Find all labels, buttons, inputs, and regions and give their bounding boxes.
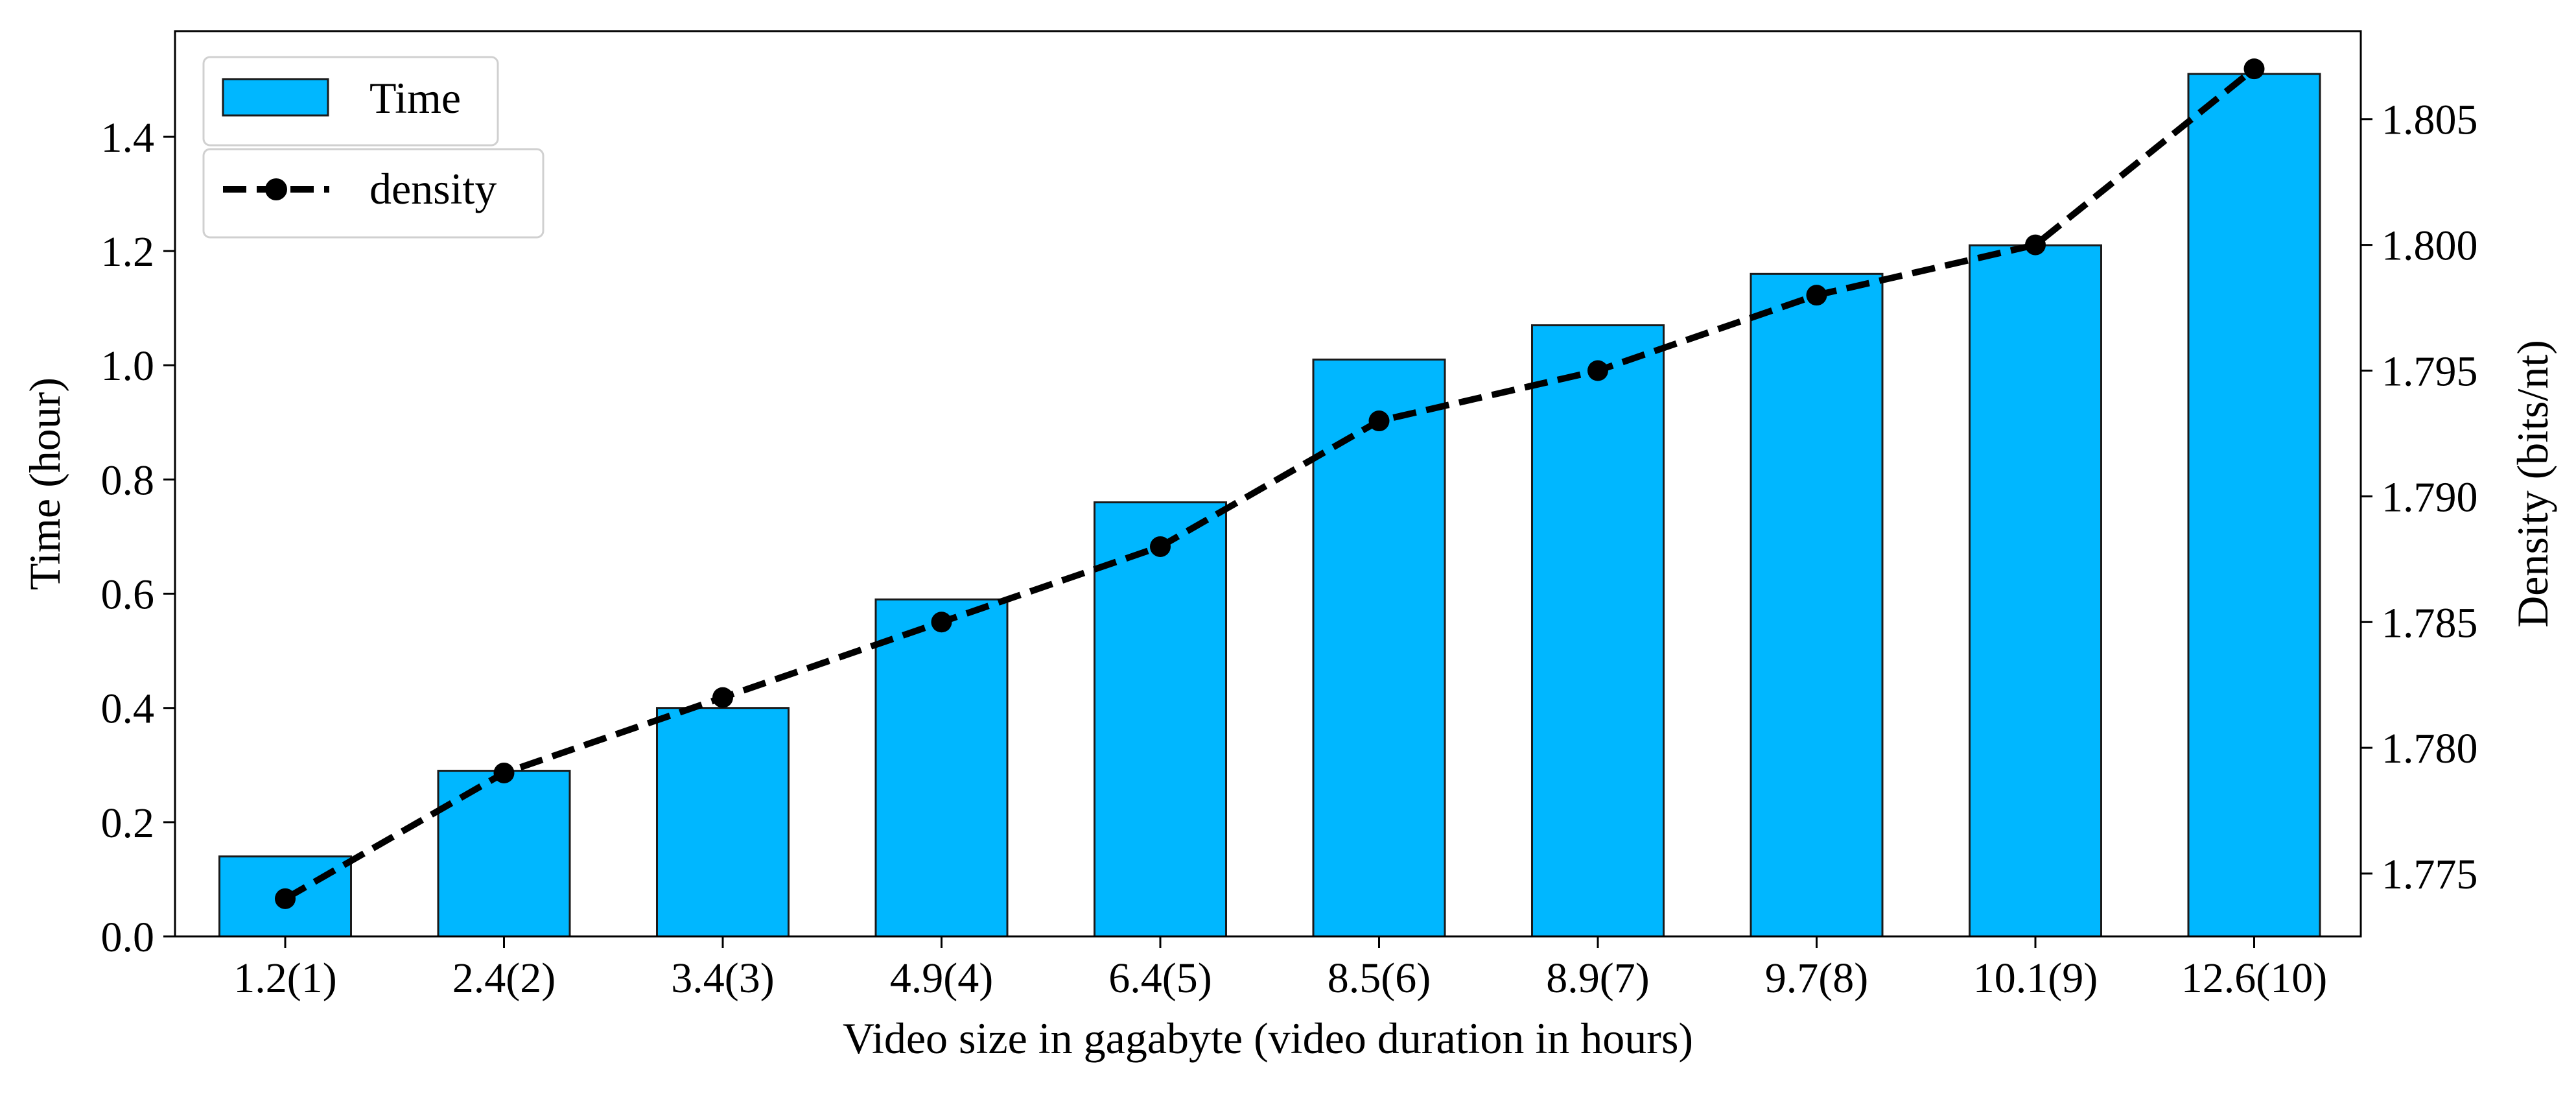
y-tick-label: 0.2 <box>101 800 155 847</box>
left-y-axis: 0.0 0.2 0.4 0.6 0.8 1.0 1.2 1.4 <box>101 114 175 961</box>
right-y-axis: 1.775 1.780 1.785 1.790 1.795 1.800 1.805 <box>2361 97 2478 898</box>
bar-time-9 <box>1969 244 2102 938</box>
y-tick-label: 1.2 <box>101 228 155 276</box>
density-point-4 <box>931 612 952 633</box>
y2-tick-label: 1.785 <box>2382 599 2478 647</box>
y2-tick-label: 1.790 <box>2382 473 2478 521</box>
x-tick-label: 2.4(2) <box>452 955 556 1002</box>
y-tick-label: 1.0 <box>101 342 155 390</box>
density-point-1 <box>275 888 296 909</box>
x-axis: 1.2(1) 2.4(2) 3.4(3) 4.9(4) 6.4(5) 8.5(6) 8.9(… <box>233 936 2327 1002</box>
y-tick-label: 0.8 <box>101 457 155 504</box>
bar-time-8 <box>1750 272 1884 938</box>
bar-time-10 <box>2187 73 2321 938</box>
density-line <box>283 66 2256 902</box>
legend-time-swatch <box>222 78 329 117</box>
legend-time-label: Time <box>369 73 461 123</box>
density-point-3 <box>712 687 733 708</box>
plot-frame <box>174 30 2362 938</box>
bar-time-7 <box>1531 324 1665 938</box>
density-point-7 <box>1587 360 1608 381</box>
x-tick-label: 8.9(7) <box>1546 955 1649 1002</box>
y2-tick-label: 1.775 <box>2382 851 2478 898</box>
density-line-layer <box>275 58 2265 909</box>
legend-density: density <box>202 148 544 239</box>
legend-density-label: density <box>369 164 497 213</box>
y2-tick-label: 1.805 <box>2382 97 2478 144</box>
legend-time: Time <box>202 56 499 147</box>
y-tick-label: 0.4 <box>101 685 155 733</box>
density-point-2 <box>493 762 515 783</box>
bar-time-4 <box>874 598 1009 938</box>
density-point-8 <box>1806 285 1827 306</box>
x-axis-label: Video size in gagabyte (video duration i… <box>843 1014 1693 1063</box>
legend-density-marker <box>265 178 287 200</box>
x-tick-label: 12.6(10) <box>2181 955 2327 1002</box>
density-point-9 <box>2025 234 2046 256</box>
x-tick-label: 6.4(5) <box>1108 955 1212 1002</box>
y-tick-label: 1.4 <box>101 114 155 161</box>
x-tick-label: 9.7(8) <box>1765 955 1868 1002</box>
x-tick-label: 10.1(9) <box>1973 955 2098 1002</box>
density-point-6 <box>1368 410 1390 432</box>
bars-layer <box>218 73 2321 938</box>
y-tick-label: 0.0 <box>101 914 155 961</box>
x-tick-label: 4.9(4) <box>890 955 993 1002</box>
y-axis-label: Time (hour) <box>20 377 69 590</box>
density-point-5 <box>1150 536 1171 557</box>
y2-tick-label: 1.800 <box>2382 222 2478 270</box>
y2-axis-label: Density (bits/nt) <box>2508 340 2557 628</box>
x-tick-label: 1.2(1) <box>233 955 336 1002</box>
x-tick-label: 3.4(3) <box>671 955 774 1002</box>
density-point-10 <box>2243 58 2265 80</box>
bar-time-2 <box>437 770 571 938</box>
x-tick-label: 8.5(6) <box>1328 955 1431 1002</box>
y2-tick-label: 1.795 <box>2382 348 2478 396</box>
bar-time-3 <box>656 707 790 938</box>
bar-time-5 <box>1094 501 1227 938</box>
y2-tick-label: 1.780 <box>2382 725 2478 772</box>
y-tick-label: 0.6 <box>101 571 155 619</box>
legend-density-frame <box>202 148 544 239</box>
